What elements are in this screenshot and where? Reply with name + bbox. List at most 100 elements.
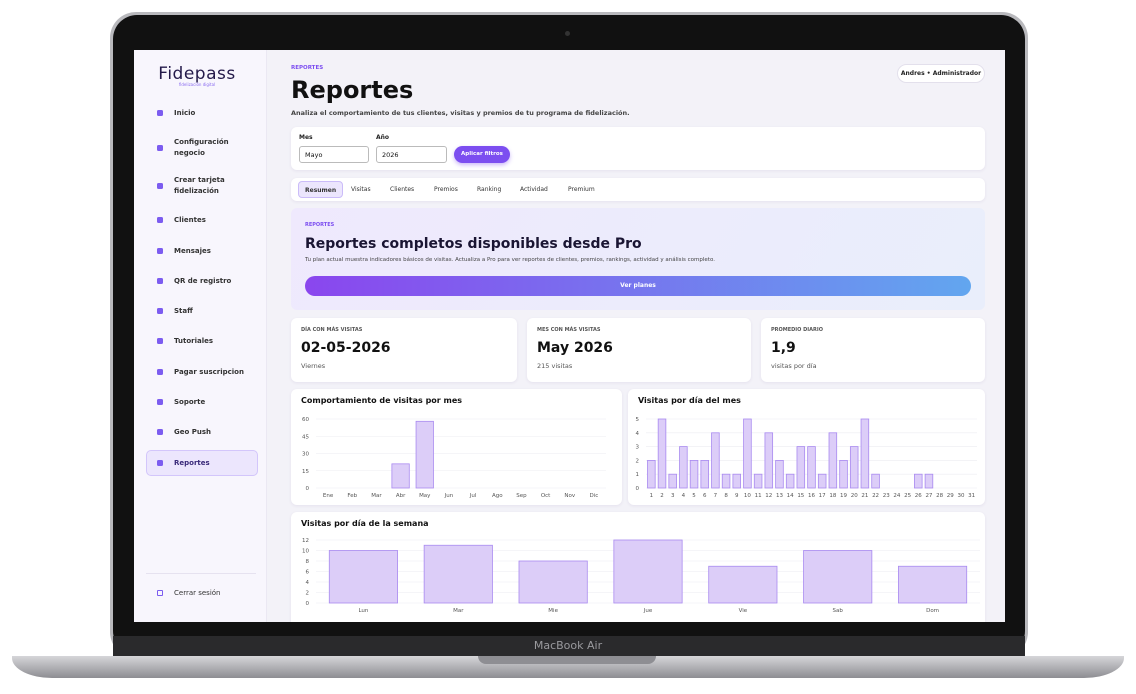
x-tick-label: Feb: [347, 493, 357, 499]
bar: [711, 432, 720, 489]
tab[interactable]: Visitas: [351, 186, 371, 193]
tab[interactable]: Premios: [434, 186, 458, 193]
nav-icon: [157, 217, 163, 223]
promo-title: Reportes completos disponibles desde Pro: [305, 236, 642, 252]
tab[interactable]: Premium: [568, 186, 595, 193]
y-tick-label: 4: [306, 580, 310, 586]
x-tick-label: 19: [840, 493, 847, 499]
tab[interactable]: Actividad: [520, 186, 548, 193]
kpi-label: PROMEDIO DIARIO: [771, 327, 823, 333]
x-tick-label: Dic: [590, 493, 599, 499]
x-tick-label: Vie: [739, 608, 748, 614]
nav-item[interactable]: Clientes: [174, 215, 206, 224]
x-tick-label: 24: [893, 493, 900, 499]
bar: [914, 473, 923, 489]
nav-item[interactable]: Geo Push: [174, 427, 212, 436]
x-tick-label: 1: [650, 493, 654, 499]
x-tick-label: 13: [776, 493, 783, 499]
bar: [785, 473, 795, 489]
tab[interactable]: Clientes: [390, 186, 415, 193]
nav-item[interactable]: Mensajes: [174, 246, 211, 255]
nav-item[interactable]: Inicio: [174, 108, 196, 117]
y-tick-label: 6: [306, 570, 310, 576]
bar: [775, 459, 784, 489]
bar: [817, 473, 827, 489]
x-tick-label: Dom: [926, 608, 939, 614]
month-select[interactable]: Mayo: [299, 146, 369, 163]
nav-item[interactable]: Crear tarjeta fidelización: [174, 176, 225, 195]
nav-item[interactable]: Tutoriales: [174, 336, 214, 345]
chart-card: [291, 389, 622, 505]
y-tick-label: 0: [306, 486, 310, 492]
bar: [721, 473, 731, 489]
x-tick-label: 4: [682, 493, 686, 499]
bar: [328, 550, 398, 604]
x-tick-label: 17: [819, 493, 826, 499]
nav-item[interactable]: Configuración negocio: [174, 138, 229, 157]
y-tick-label: 60: [302, 417, 309, 423]
x-tick-label: 30: [957, 493, 964, 499]
promo-eyebrow: REPORTES: [305, 222, 335, 228]
promo-text: Tu plan actual muestra indicadores básic…: [305, 257, 715, 263]
y-tick-label: 3: [636, 445, 640, 451]
x-tick-label: 18: [829, 493, 836, 499]
y-tick-label: 15: [302, 469, 309, 475]
nav-item[interactable]: Soporte: [174, 397, 206, 406]
x-tick-label: 9: [735, 493, 739, 499]
bar: [807, 446, 816, 489]
nav-icon: [157, 429, 163, 435]
nav-item[interactable]: Pagar suscripcion: [174, 367, 244, 376]
x-tick-label: May: [419, 493, 431, 499]
kpi-card: [527, 318, 751, 382]
bar: [668, 473, 677, 489]
y-tick-label: 1: [636, 472, 640, 478]
year-select[interactable]: 2026: [376, 146, 447, 163]
kpi-note: Viernes: [301, 362, 326, 370]
x-tick-label: Mie: [548, 608, 558, 614]
x-tick-label: Sep: [516, 493, 527, 499]
bar: [871, 473, 880, 489]
tab[interactable]: Resumen: [298, 181, 344, 198]
bar: [657, 418, 667, 489]
kpi-value: 02-05-2026: [301, 340, 391, 356]
x-tick-label: 15: [797, 493, 804, 499]
nav-item[interactable]: Reportes: [174, 458, 210, 467]
kpi-card: [291, 318, 517, 382]
nav-item[interactable]: Staff: [174, 306, 193, 315]
hinge: [113, 636, 1025, 656]
x-tick-label: 14: [787, 493, 794, 499]
apply-button[interactable]: Aplicar filtros: [454, 146, 510, 163]
bar: [753, 473, 763, 489]
x-tick-label: Jul: [469, 493, 477, 499]
brand: Fidepass: [158, 64, 236, 84]
kpi-value: May 2026: [537, 340, 613, 356]
x-tick-label: 25: [904, 493, 911, 499]
tab[interactable]: Ranking: [477, 186, 502, 193]
user-pill[interactable]: Andres • Administrador: [897, 64, 985, 83]
bar: [700, 459, 709, 489]
base-notch: [478, 656, 656, 664]
x-tick-label: Mar: [371, 493, 382, 499]
chart-title: Comportamiento de visitas por mes: [301, 396, 463, 405]
brand-tagline: fidelización digital: [178, 82, 216, 87]
year-label: Año: [376, 134, 390, 141]
promo-button[interactable]: Ver planes: [305, 276, 971, 296]
nav-icon: [157, 183, 163, 189]
bar: [828, 432, 838, 489]
nav-icon: [157, 308, 163, 314]
x-tick-label: Ago: [492, 493, 503, 499]
x-tick-label: 26: [915, 493, 922, 499]
nav-item[interactable]: QR de registro: [174, 276, 232, 285]
nav-icon: [157, 460, 163, 466]
y-tick-label: 10: [302, 549, 309, 555]
bar: [732, 473, 742, 489]
nav-icon: [157, 145, 163, 151]
y-tick-label: 2: [636, 458, 640, 464]
x-tick-label: 7: [714, 493, 718, 499]
bar: [764, 432, 774, 489]
logout[interactable]: Cerrar sesión: [174, 589, 221, 597]
bar: [679, 446, 688, 489]
page-title: Reportes: [291, 76, 414, 104]
